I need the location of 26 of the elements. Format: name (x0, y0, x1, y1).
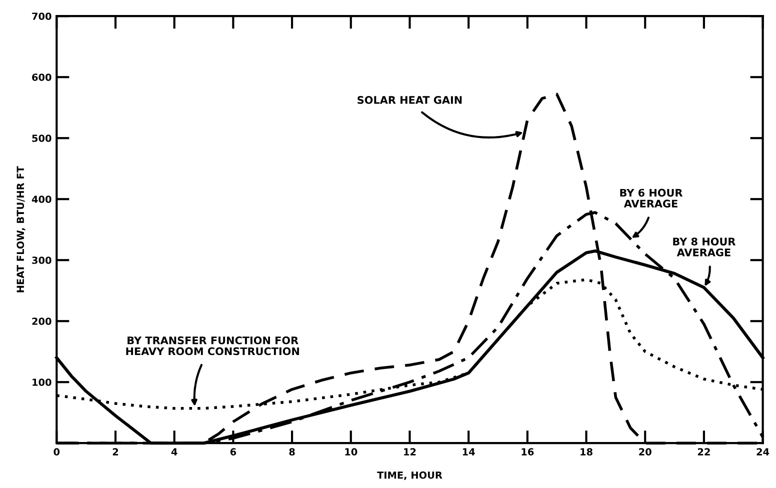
x-tick-label: 18 (580, 448, 592, 456)
x-tick-label: 16 (522, 448, 534, 456)
x-tick-label: 22 (698, 448, 710, 456)
x-tick-label: 2 (112, 448, 118, 456)
annotation: BY TRANSFER FUNCTION FOR HEAVY ROOM CONSTRUCTION (126, 336, 299, 356)
x-axis-title: TIME, HOUR (377, 471, 442, 480)
y-tick-label: 700 (32, 12, 52, 20)
x-tick-label: 24 (756, 448, 770, 456)
annotation: BY 6 HOUR AVERAGE (620, 188, 683, 208)
x-tick-label: 10 (345, 448, 358, 456)
x-tick-label: 12 (404, 448, 416, 456)
y-tick-label: 600 (32, 74, 52, 81)
y-tick-label: 300 (32, 256, 52, 264)
annotation: BY 8 HOUR AVERAGE (673, 238, 736, 256)
y-tick-label: 400 (32, 196, 52, 203)
x-tick-label: 0 (54, 448, 60, 456)
y-tick-label: 500 (32, 134, 52, 142)
x-tick-label: 6 (230, 448, 236, 456)
y-tick-label: 200 (32, 318, 52, 325)
y-tick-label: 100 (32, 378, 52, 386)
x-tick-label: 20 (639, 448, 652, 456)
y-axis-title: HEAT FLOW, BTU/HR FT (16, 166, 26, 292)
x-tick-label: 8 (289, 448, 295, 456)
x-tick-label: 14 (462, 448, 475, 456)
x-tick-label: 4 (171, 448, 178, 456)
annotation: SOLAR HEAT GAIN (358, 96, 462, 104)
